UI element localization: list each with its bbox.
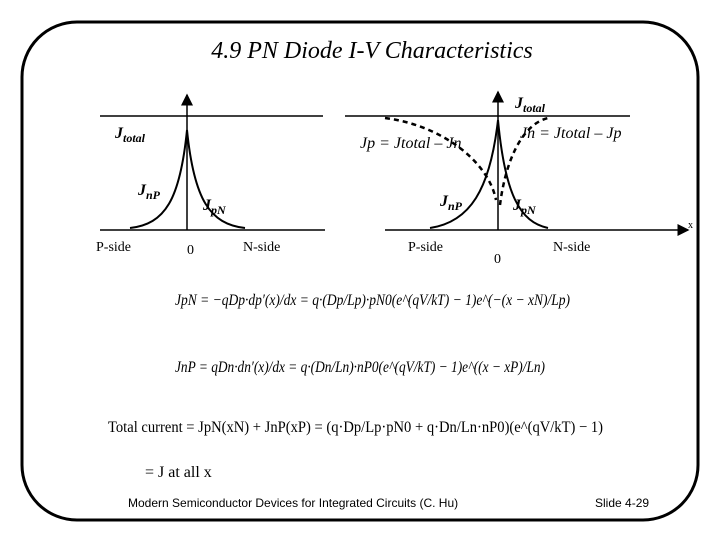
text-part: nP <box>146 188 161 202</box>
text-part: J <box>514 95 524 112</box>
text-part: pN <box>210 203 227 217</box>
all-x-equation: = J at all x <box>145 464 212 481</box>
total-current-equation: Total current = JpN(xN) + JnP(xP) = (q·D… <box>108 419 603 436</box>
jpn-label: JpN <box>202 197 227 217</box>
x-axis-label: x <box>688 220 693 231</box>
jpn-equation: JpN = −qDp·dp′(x)/dx = q·(Dp/Lp)·pN0(e^(… <box>175 292 570 309</box>
jtotal-label: Jtotal <box>514 95 546 115</box>
title: 4.9 PN Diode I-V Characteristics <box>211 38 533 64</box>
text-part: pN <box>520 203 537 217</box>
footer-source: Modern Semiconductor Devices for Integra… <box>128 496 458 510</box>
jnp-equation: JnP = qDn·dn′(x)/dx = q·(Dn/Ln)·nP0(e^(q… <box>175 359 545 376</box>
footer-slide-number: Slide 4-29 <box>595 496 649 510</box>
n-side-label: N-side <box>553 240 590 255</box>
text-part: J <box>512 197 522 214</box>
jnp-label: JnP <box>137 182 161 202</box>
text-part: total <box>523 101 546 115</box>
left-diagram <box>100 93 325 231</box>
n-side-label: N-side <box>243 240 280 255</box>
jpn-label: JpN <box>512 197 537 217</box>
p-side-label: P-side <box>408 240 443 255</box>
text-part: J <box>114 125 124 142</box>
origin-label: 0 <box>187 243 194 258</box>
jp-equation: Jp = Jtotal – Jn <box>360 135 461 152</box>
jtotal-label: Jtotal <box>114 125 146 145</box>
text-part: J <box>202 197 212 214</box>
text-part: total <box>123 131 146 145</box>
jn-equation: Jn = Jtotal – Jp <box>520 125 621 142</box>
text-part: J <box>439 193 449 210</box>
right-diagram <box>345 90 690 236</box>
slide-border <box>20 20 700 522</box>
text-part: nP <box>448 199 463 213</box>
origin-label: 0 <box>494 252 501 267</box>
p-side-label: P-side <box>96 240 131 255</box>
text-part: J <box>137 182 147 199</box>
jnp-label: JnP <box>439 193 463 213</box>
